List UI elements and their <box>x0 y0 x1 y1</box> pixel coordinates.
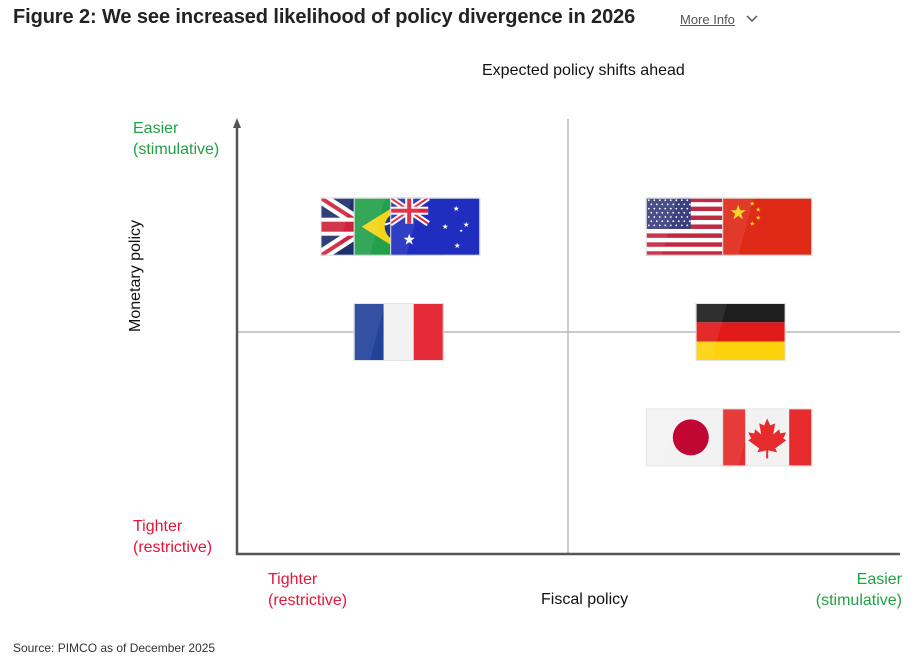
chart-title: Expected policy shifts ahead <box>482 62 685 79</box>
more-info-link[interactable]: More Info <box>680 12 735 27</box>
flag-japan <box>645 408 736 467</box>
flag-france <box>353 303 444 361</box>
y-axis-high-label-line1: Easier <box>133 120 179 137</box>
y-axis-high-label: Easier (stimulative) <box>133 118 219 160</box>
x-axis-low-label-line1: Tighter <box>268 571 318 588</box>
y-axis-high-label-line2: (stimulative) <box>133 141 220 158</box>
source-note: Source: PIMCO as of December 2025 <box>13 641 216 655</box>
x-axis-low-label-line2: (restrictive) <box>268 592 348 609</box>
x-axis-low-label: Tighter (restrictive) <box>268 569 347 611</box>
y-axis-low-label-line1: Tighter <box>133 518 183 535</box>
chevron-down-icon[interactable] <box>745 13 759 25</box>
flag-canada <box>722 408 813 467</box>
x-axis-high-label-line1: Easier <box>856 571 902 588</box>
y-axis-low-label-line2: (restrictive) <box>133 539 213 556</box>
y-axis-low-label: Tighter (restrictive) <box>133 516 212 558</box>
flag-china <box>722 197 813 256</box>
x-axis-title: Fiscal policy <box>541 591 629 608</box>
flag-australia <box>390 197 481 256</box>
flag-usa <box>645 197 736 256</box>
y-axis-arrow <box>233 118 241 128</box>
figure-title: Figure 2: We see increased likelihood of… <box>13 6 636 28</box>
flag-germany <box>695 303 786 361</box>
x-axis-high-label: Easier (stimulative) <box>816 569 902 611</box>
x-axis-high-label-line2: (stimulative) <box>815 592 902 609</box>
